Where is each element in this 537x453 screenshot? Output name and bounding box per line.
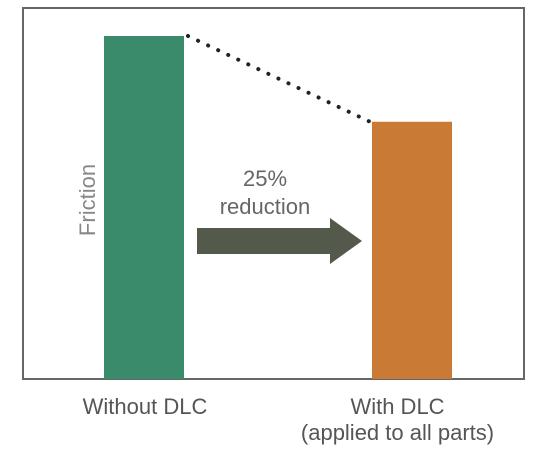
category-label-with-dlc: With DLC (applied to all parts) — [260, 394, 535, 446]
bar-without-dlc — [104, 36, 184, 379]
annotation-line-2: reduction — [220, 194, 311, 219]
annotation-line-1: 25% — [243, 166, 287, 191]
reduction-arrow — [197, 218, 362, 264]
category-label-text: Without DLC — [82, 394, 208, 419]
category-label-without-dlc: Without DLC — [40, 394, 250, 420]
category-label-text: With DLC — [350, 394, 445, 419]
bar-with-dlc — [372, 121, 452, 379]
category-sublabel: (applied to all parts) — [300, 420, 495, 445]
y-axis-label: Friction — [75, 164, 100, 236]
dotted-connector — [186, 34, 372, 124]
plot-frame — [22, 7, 525, 380]
bars — [104, 36, 452, 379]
